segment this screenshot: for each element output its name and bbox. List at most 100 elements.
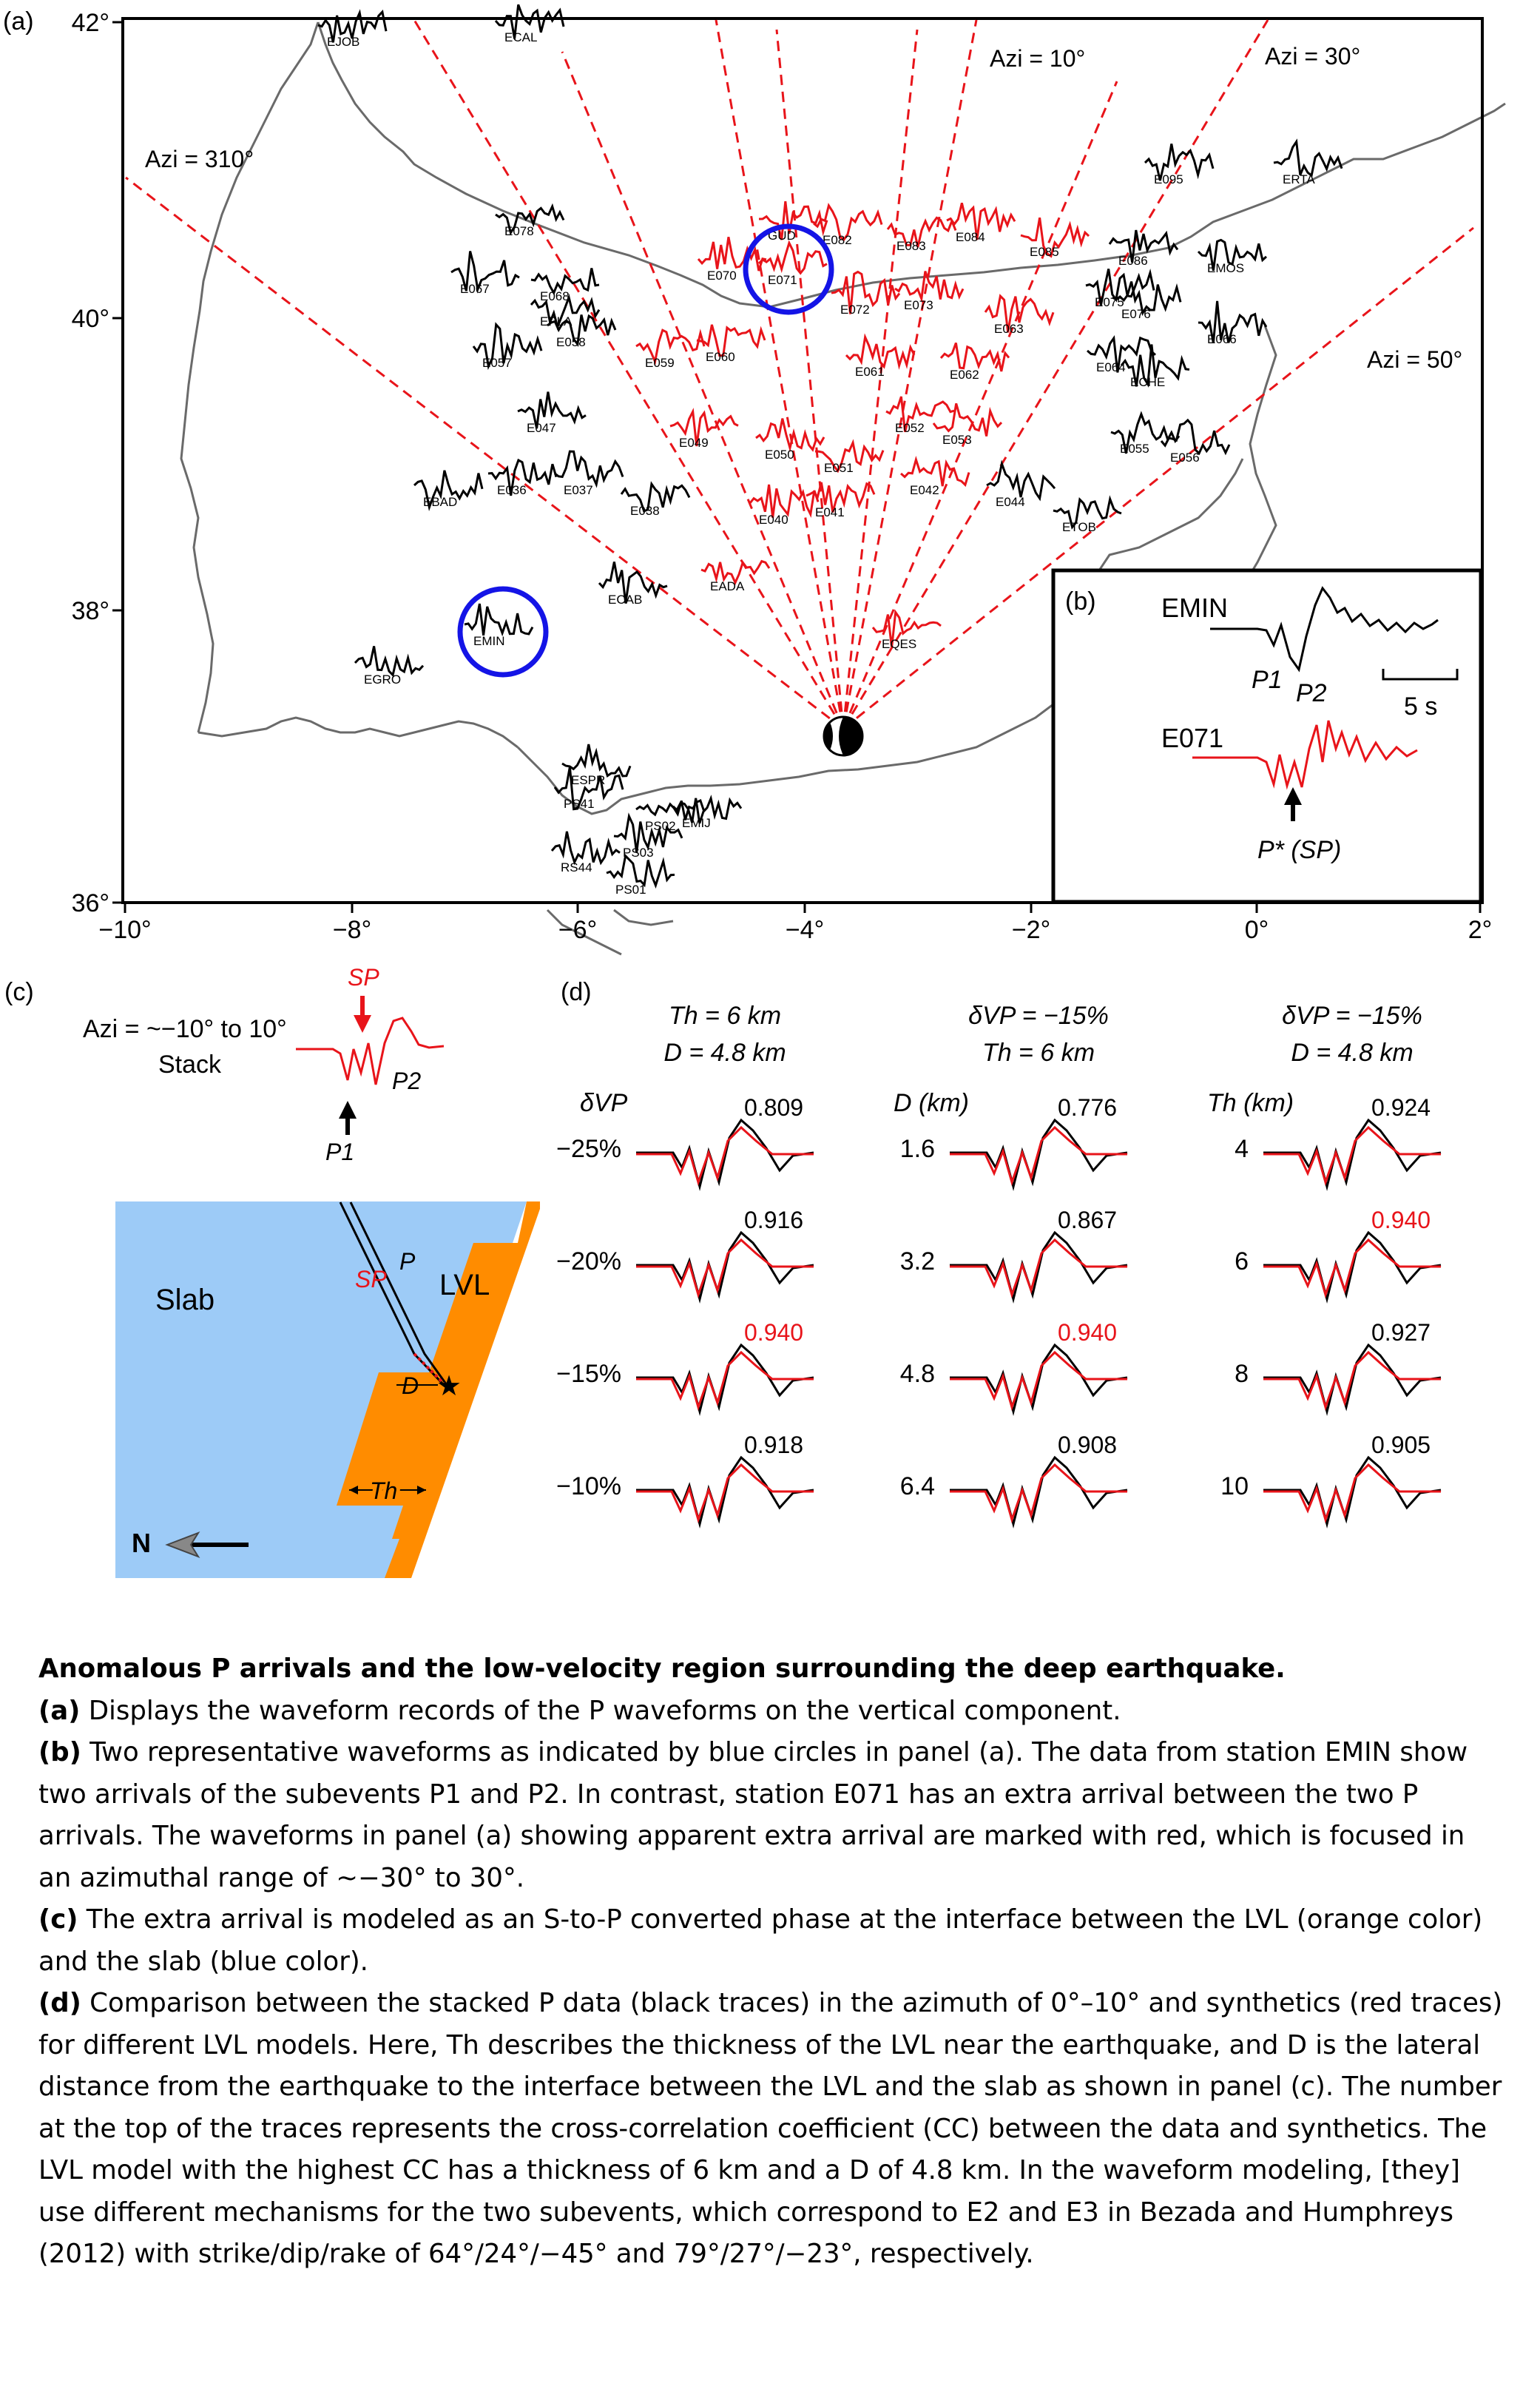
station-label: E095 <box>1154 172 1183 186</box>
station-label: E082 <box>823 233 852 247</box>
waveform-e085 <box>1020 217 1090 258</box>
caption-d-label: (d) <box>38 1988 81 2018</box>
waveform-e068 <box>530 268 600 296</box>
station-e075: E075 <box>1085 268 1155 309</box>
station-espr: ESPR <box>561 744 632 787</box>
waveform-emij <box>672 795 743 824</box>
station-label: E060 <box>706 350 735 364</box>
station-label: E063 <box>994 322 1024 336</box>
station-label: E049 <box>679 436 709 450</box>
param-value: 1.6 <box>900 1135 935 1163</box>
panel-d-label: (d) <box>561 978 592 1006</box>
waveform-e037 <box>554 450 624 488</box>
waveform-e042 <box>900 456 970 488</box>
panel-d-column-3: δVP = −15% D = 4.8 km Th (km) 4 0.924 6 0.940 8… <box>1207 1002 1442 1528</box>
station-label: RS44 <box>561 860 592 874</box>
panel-c-sp-top: SP <box>348 964 379 991</box>
waveform-etob <box>1053 495 1122 530</box>
figure: (a) 42° 40° 38° 36° <box>3 4 1506 1578</box>
param-value: −15% <box>556 1360 621 1388</box>
lon-tick-2: 2° <box>1468 916 1493 944</box>
station-label: E064 <box>1096 360 1126 374</box>
panel-a-map: (a) 42° 40° 38° 36° <box>3 4 1506 956</box>
param-value: 4 <box>1235 1135 1249 1163</box>
panel-c-stack-trace <box>296 1017 445 1085</box>
param-value: −20% <box>556 1247 621 1275</box>
station-gud: GUD <box>758 200 828 243</box>
station-label: E076 <box>1121 307 1151 321</box>
station-label: E040 <box>759 513 788 527</box>
station-emos: EMOS <box>1197 238 1268 275</box>
station-label: ECAL <box>504 30 537 44</box>
panel-d-row: 1.6 0.776 <box>900 1094 1128 1191</box>
waveform-emin <box>464 603 534 637</box>
waveform-e062 <box>939 342 1010 372</box>
station-e052: E052 <box>885 396 955 435</box>
waveform-e040 <box>749 484 820 518</box>
param-value: −10% <box>556 1472 621 1500</box>
waveform-e071 <box>757 240 828 275</box>
panel-b-inset: (b) EMIN P1 P2 5 s E071 P* (SP) <box>1051 568 1483 904</box>
column-header-1: δVP = −15% <box>1282 1002 1422 1030</box>
station-label: PS01 <box>615 883 646 897</box>
scale-bar <box>1382 669 1459 681</box>
waveform-e067 <box>450 251 520 294</box>
waveform-e095 <box>1144 144 1215 181</box>
panel-c-lvl: LVL <box>439 1269 490 1301</box>
waveform-erta <box>1273 138 1343 178</box>
station-label: E042 <box>910 483 939 497</box>
waveform-e056 <box>1160 418 1231 456</box>
caption-c-text: The extra arrival is modeled as an S-to-… <box>38 1904 1483 1977</box>
station-e040: E040 <box>749 484 820 527</box>
column-header-1: Th = 6 km <box>669 1002 781 1030</box>
station-label: E072 <box>840 303 870 317</box>
panel-c-azi: Azi = ~−10° to 10° <box>83 1015 287 1043</box>
column-header-2: D = 4.8 km <box>663 1039 786 1067</box>
lon-axis: −10° −8° −6° −4° −2° 0° 2° <box>98 903 1492 944</box>
lon-tick-m2: −2° <box>1012 916 1050 944</box>
waveform-e060 <box>696 324 766 357</box>
param-value: 6.4 <box>900 1472 935 1500</box>
station-e071: E071 <box>757 240 828 287</box>
waveform-e063 <box>984 294 1055 333</box>
param-value: 4.8 <box>900 1360 935 1388</box>
azi-label-10: Azi = 10° <box>990 45 1085 72</box>
waveform-e061 <box>845 333 916 370</box>
station-e063: E063 <box>984 294 1055 336</box>
synthetic-trace <box>636 1463 814 1523</box>
synthetic-trace <box>950 1463 1127 1523</box>
station-label: E068 <box>540 289 570 303</box>
waveform-e073 <box>894 271 965 303</box>
panel-c-th: Th <box>370 1477 397 1504</box>
station-e095: E095 <box>1144 144 1215 186</box>
station-emij: EMIJ <box>672 795 743 830</box>
waveform-e075 <box>1085 268 1155 306</box>
station-e064: E064 <box>1087 334 1156 374</box>
synthetic-trace <box>1263 1238 1441 1298</box>
waveform-ps02 <box>635 798 706 820</box>
panel-d-row: 6.4 0.908 <box>900 1432 1128 1528</box>
synthetic-trace <box>1263 1125 1441 1186</box>
caption-a: (a) Displays the waveform records of the… <box>38 1691 1503 1733</box>
synthetic-trace <box>1263 1350 1441 1411</box>
station-ps41: PS41 <box>553 766 624 811</box>
station-label: ERTA <box>1283 172 1315 186</box>
panel-c-d: D <box>402 1372 419 1399</box>
panel-b-p1: P1 <box>1252 666 1283 694</box>
station-e059: E059 <box>635 328 706 370</box>
station-e060: E060 <box>696 324 766 364</box>
panel-b-scale: 5 s <box>1404 692 1437 721</box>
panel-d-column-1: Th = 6 km D = 4.8 km δVP −25% 0.809 −20% 0.916… <box>556 1002 814 1528</box>
station-label: E073 <box>904 298 933 312</box>
waveform-e053 <box>932 402 1003 437</box>
panel-c-north: N <box>132 1528 151 1558</box>
synthetic-trace <box>636 1125 814 1186</box>
panel-d-column-2: δVP = −15% Th = 6 km D (km) 1.6 0.776 3.2 0.86… <box>894 1002 1128 1528</box>
caption-d: (d) Comparison between the stacked P dat… <box>38 1983 1503 2276</box>
lon-tick-m8: −8° <box>333 916 371 944</box>
waveform-eada <box>700 559 771 586</box>
station-e072: E072 <box>831 270 901 317</box>
cc-value: 0.940 <box>1058 1319 1117 1346</box>
station-emin: EMIN <box>464 603 534 648</box>
station-label: E086 <box>1118 254 1148 268</box>
